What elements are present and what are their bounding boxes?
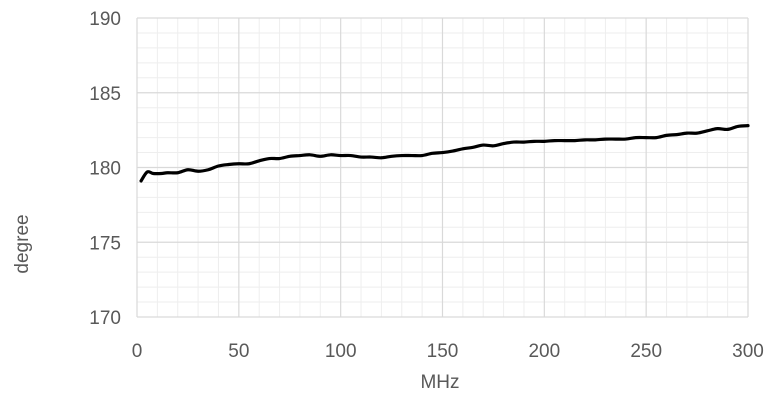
y-tick-label: 175 [89, 233, 121, 254]
y-tick-label: 190 [89, 9, 121, 30]
x-tick-label: 0 [132, 341, 143, 362]
y-tick-label: 180 [89, 159, 121, 180]
y-tick-label: 170 [89, 308, 121, 329]
series-layer [139, 124, 750, 183]
series-line [139, 124, 750, 183]
x-tick-label: 300 [732, 341, 764, 362]
x-tick-label: 100 [325, 341, 357, 362]
x-tick-label: 250 [630, 341, 662, 362]
y-axis-title: degree [12, 214, 33, 273]
x-axis-title: MHz [420, 372, 459, 393]
y-tick-label: 185 [89, 84, 121, 105]
x-tick-label: 50 [228, 341, 249, 362]
x-tick-label: 150 [427, 341, 459, 362]
plot-grid [136, 17, 749, 318]
x-tick-label: 200 [528, 341, 560, 362]
tick-labels: 0 50 100 150 200 250 300 170 175 180 185 190 [89, 9, 764, 362]
